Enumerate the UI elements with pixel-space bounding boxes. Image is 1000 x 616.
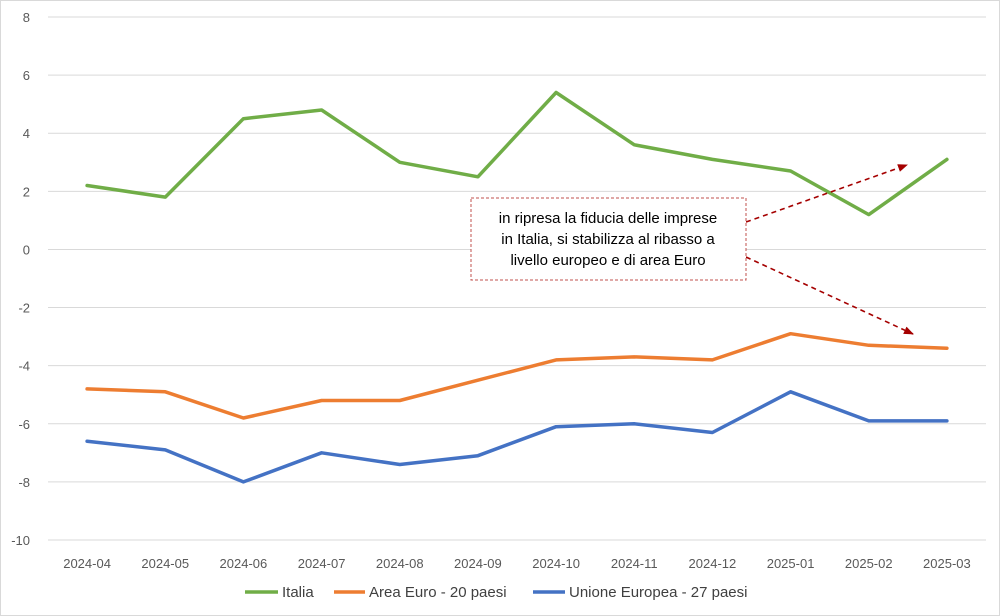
- legend-label-unione-europea: Unione Europea - 27 paesi: [569, 584, 747, 601]
- y-tick-label: -4: [18, 359, 30, 374]
- x-tick-label: 2024-04: [63, 556, 111, 571]
- series-lines: [85, 90, 949, 484]
- annotation-arrow-up: [745, 164, 908, 223]
- x-tick-label: 2024-05: [141, 556, 189, 571]
- series-line-1: [85, 331, 949, 420]
- legend-label-area-euro: Area Euro - 20 paesi: [369, 584, 507, 601]
- annotation-line-1: in ripresa la fiducia delle imprese: [499, 210, 717, 227]
- x-tick-label: 2024-07: [298, 556, 346, 571]
- x-tick-label: 2024-09: [454, 556, 502, 571]
- series-line-2: [85, 390, 949, 484]
- y-tick-label: -6: [18, 417, 30, 432]
- legend-label-italia: Italia: [282, 584, 314, 601]
- annotation-arrow-down: [745, 256, 914, 335]
- y-tick-label: -2: [18, 301, 30, 316]
- x-axis-tick-labels: 2024-04 2024-05 2024-06 2024-07 2024-08 2024-…: [63, 556, 971, 571]
- x-tick-label: 2024-10: [532, 556, 580, 571]
- annotation: in ripresa la fiducia delle imprese in I…: [470, 164, 914, 335]
- x-tick-label: 2025-02: [845, 556, 893, 571]
- y-tick-label: -8: [18, 475, 30, 490]
- annotation-line-3: livello europeo e di area Euro: [510, 252, 705, 269]
- x-tick-label: 2024-08: [376, 556, 424, 571]
- annotation-line-2: in Italia, si stabilizza al ribasso a: [501, 231, 715, 248]
- x-tick-label: 2024-06: [220, 556, 268, 571]
- legend-item-unione-europea: Unione Europea - 27 paesi: [533, 584, 747, 601]
- annotation-box: [470, 197, 747, 281]
- y-tick-label: 2: [23, 184, 30, 199]
- y-tick-label: 6: [23, 68, 30, 83]
- y-tick-label: 0: [23, 242, 30, 257]
- y-tick-label: -10: [11, 533, 30, 548]
- legend: Italia Area Euro - 20 paesi Unione Europ…: [245, 584, 747, 601]
- legend-item-italia: Italia: [245, 584, 314, 601]
- x-tick-label: 2024-12: [689, 556, 737, 571]
- x-tick-label: 2025-03: [923, 556, 971, 571]
- y-tick-label: 8: [23, 10, 30, 25]
- y-axis-tick-labels: 8 6 4 2 0 -2 -4 -6 -8 -10: [11, 10, 30, 548]
- x-tick-label: 2024-11: [611, 556, 658, 571]
- x-tick-label: 2025-01: [767, 556, 815, 571]
- series-line-0: [85, 90, 949, 217]
- legend-item-area-euro: Area Euro - 20 paesi: [334, 584, 507, 601]
- y-tick-label: 4: [23, 126, 30, 141]
